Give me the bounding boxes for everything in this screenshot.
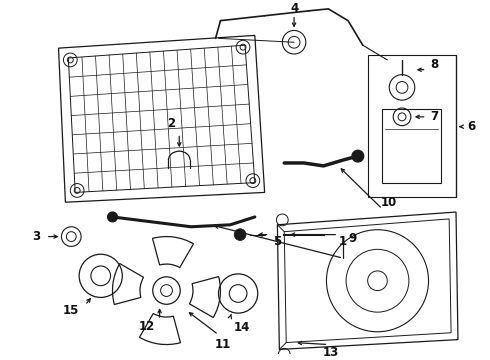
Text: 3: 3 (32, 230, 40, 243)
Text: 8: 8 (430, 58, 439, 71)
Text: 12: 12 (139, 320, 155, 333)
Text: 13: 13 (322, 346, 339, 359)
Circle shape (234, 229, 246, 240)
Text: 15: 15 (63, 304, 79, 317)
Text: 10: 10 (381, 196, 397, 209)
Text: 6: 6 (467, 120, 476, 133)
Text: 4: 4 (290, 3, 298, 15)
Text: 2: 2 (167, 117, 175, 130)
Text: 1: 1 (339, 235, 347, 248)
Circle shape (352, 150, 364, 162)
Text: 7: 7 (430, 111, 439, 123)
Text: 5: 5 (273, 235, 282, 248)
Text: 14: 14 (234, 321, 250, 334)
Circle shape (108, 212, 118, 222)
Text: 9: 9 (349, 232, 357, 245)
Text: 11: 11 (214, 338, 231, 351)
